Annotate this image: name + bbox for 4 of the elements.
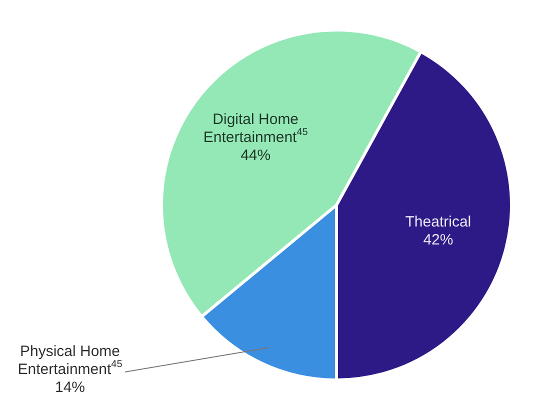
data-label: 44% (240, 147, 271, 164)
data-label: 42% (423, 231, 454, 248)
slice-label: Theatrical (405, 213, 472, 230)
data-label: 14% (54, 379, 86, 396)
